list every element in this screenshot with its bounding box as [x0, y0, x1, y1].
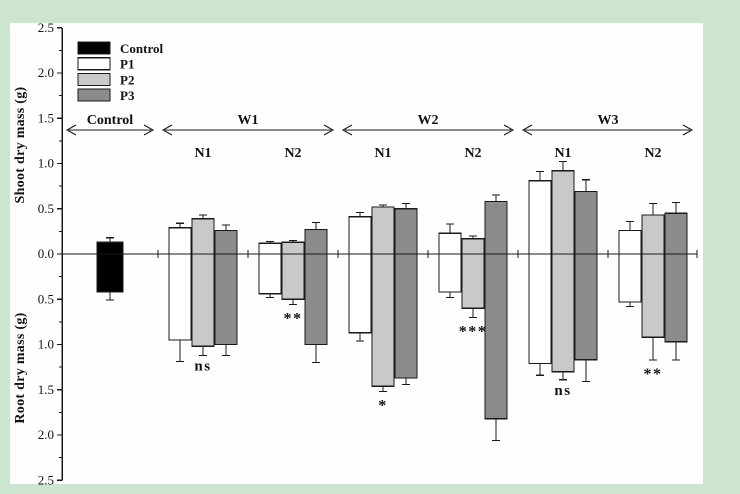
- significance-label: **: [284, 311, 303, 328]
- y-tick-label: 2.0: [38, 65, 54, 80]
- bar-shoot-P2: [281, 241, 305, 255]
- bar-root-Control: [96, 253, 124, 293]
- legend-swatch-P2: [77, 72, 111, 87]
- subgroup-label: N1: [554, 146, 571, 161]
- significance-label: *: [378, 398, 388, 415]
- bar-shoot-P3: [664, 212, 688, 255]
- group-label: W2: [418, 113, 439, 128]
- bar-root-P1: [258, 253, 282, 295]
- bar-shoot-P3: [214, 229, 238, 255]
- bar-shoot-P1: [618, 229, 642, 255]
- y-tick-label: 1.0: [38, 337, 54, 352]
- bar-shoot-P1: [438, 232, 462, 255]
- arrowhead-left-icon: [341, 124, 353, 136]
- legend-label: P3: [120, 88, 135, 103]
- bar-root-P3: [394, 253, 418, 379]
- bar-root-P2: [371, 253, 395, 387]
- group-label: W1: [238, 113, 259, 128]
- bar-root-P2: [461, 253, 485, 309]
- bar-root-P3: [304, 253, 328, 346]
- y-tick-label: 0.5: [38, 291, 54, 306]
- group-label: W3: [598, 113, 619, 128]
- bar-shoot-P1: [258, 242, 282, 255]
- significance-label: **: [644, 366, 663, 383]
- bar-root-P1: [618, 253, 642, 303]
- bar-root-P1: [168, 253, 192, 341]
- significance-label: ***: [459, 323, 488, 340]
- legend-label: Control: [120, 41, 163, 56]
- arrowhead-left-icon: [65, 124, 77, 136]
- subgroup-label: N1: [194, 146, 211, 161]
- bar-root-P3: [484, 253, 508, 420]
- subgroup-label: N2: [644, 146, 661, 161]
- bar-shoot-P3: [574, 190, 598, 255]
- y-tick-label: 1.5: [38, 110, 54, 125]
- y-tick-label: 2.5: [38, 20, 54, 35]
- bar-shoot-P2: [551, 170, 575, 255]
- bar-shoot-P2: [641, 214, 665, 255]
- bar-shoot-P2: [461, 237, 485, 255]
- y-tick-label: 0.0: [38, 246, 54, 261]
- legend-swatch-P1: [77, 57, 111, 71]
- legend-swatch-Control: [77, 41, 111, 55]
- group-label: Control: [87, 113, 134, 128]
- legend-label: P1: [120, 57, 134, 72]
- bar-shoot-P3: [304, 228, 328, 255]
- y-tick-label: 1.0: [38, 156, 54, 171]
- significance-label: ns: [554, 383, 571, 399]
- arrowhead-left-icon: [521, 124, 533, 136]
- bar-root-P1: [348, 253, 372, 334]
- bar-shoot-P3: [394, 208, 418, 255]
- arrowhead-right-icon: [143, 124, 155, 136]
- bar-shoot-P2: [371, 206, 395, 255]
- y-tick-label: 1.5: [38, 382, 54, 397]
- significance-label: ns: [194, 358, 211, 374]
- bar-shoot-Control: [96, 241, 124, 255]
- bar-shoot-P1: [528, 180, 552, 255]
- bar-root-P3: [214, 253, 238, 346]
- legend-label: P2: [120, 72, 134, 87]
- bar-root-P2: [281, 253, 305, 300]
- bar-root-P3: [574, 253, 598, 361]
- y-tick-label: 2.0: [38, 427, 54, 442]
- y-tick-label: 0.5: [38, 201, 54, 216]
- subgroup-label: N2: [284, 146, 301, 161]
- arrowhead-right-icon: [503, 124, 515, 136]
- arrowhead-right-icon: [682, 124, 694, 136]
- bar-root-P2: [641, 253, 665, 338]
- subgroup-label: N2: [464, 146, 481, 161]
- bar-shoot-P3: [484, 200, 508, 255]
- bar-shoot-P1: [348, 216, 372, 255]
- y-tick-label: 2.5: [38, 472, 54, 487]
- bar-root-P1: [528, 253, 552, 365]
- bar-shoot-P2: [191, 218, 215, 255]
- bar-root-P1: [438, 253, 462, 293]
- bar-root-P2: [191, 253, 215, 347]
- legend-swatch-P3: [77, 88, 111, 102]
- arrowhead-left-icon: [161, 124, 173, 136]
- bar-root-P2: [551, 253, 575, 373]
- arrowhead-right-icon: [323, 124, 335, 136]
- subgroup-label: N1: [374, 146, 391, 161]
- bar-shoot-P1: [168, 227, 192, 255]
- bar-root-P3: [664, 253, 688, 343]
